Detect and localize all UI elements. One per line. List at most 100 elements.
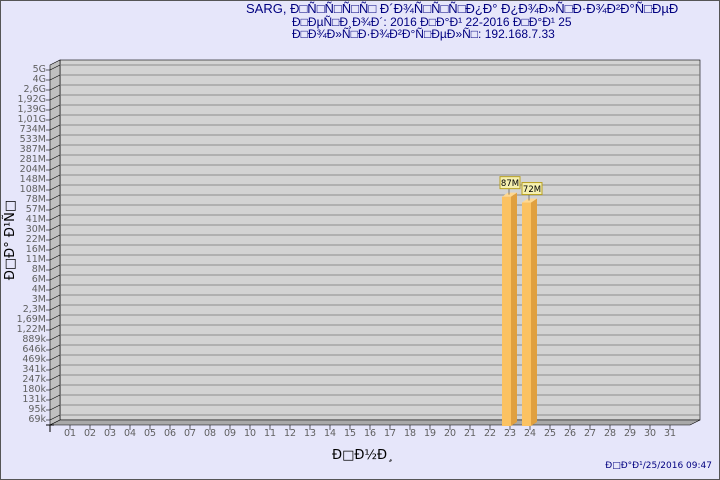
title-line-1: SARG, Ð□Ñ□Ñ□Ñ□Ñ□ Ð´Ð¾Ñ□Ñ□Ñ□Ð¿Ð° Ð¿Ð¾Ð»Ñ□… — [246, 1, 679, 16]
gridline-side — [49, 134, 61, 141]
x-tick-label: 12 — [283, 428, 297, 439]
bar-side-24 — [531, 198, 537, 426]
gridline-side — [49, 374, 61, 381]
y-tick-label: 1,39G — [17, 104, 46, 115]
floor — [49, 419, 701, 426]
y-tick-label: 6M — [31, 274, 46, 285]
gridline-side — [49, 334, 61, 341]
gridline-side — [49, 354, 61, 361]
x-tick-label: 30 — [643, 428, 657, 439]
gridline-side — [49, 184, 61, 191]
bar-label-box — [521, 182, 543, 196]
x-tick-label: 05 — [143, 428, 157, 439]
gridline-side — [49, 154, 61, 161]
y-tick-label: 78M — [25, 194, 46, 205]
y-tick-label: 533M — [19, 134, 46, 145]
gridline-side — [49, 64, 61, 71]
y-tick-label: 131k — [22, 394, 46, 405]
y-tick-label: 341k — [22, 364, 46, 375]
x-tick-label: 23 — [503, 428, 517, 439]
gridline-side — [49, 164, 61, 171]
gridline-side — [49, 214, 61, 221]
gridline-side — [49, 414, 61, 421]
y-tick-label: 22M — [25, 234, 46, 245]
x-tick-label: 04 — [123, 428, 137, 439]
x-tick-label: 27 — [583, 428, 597, 439]
x-tick-label: 28 — [603, 428, 617, 439]
y-tick-label: 387M — [19, 144, 46, 155]
bar-top-24 — [522, 198, 537, 203]
x-tick-label: 03 — [103, 428, 117, 439]
title-line-3: Ð□Ð¾Ð»Ñ□Ð·Ð¾Ð²Ð°Ñ□ÐµÐ»Ñ□: 192.168.7.33 — [292, 27, 555, 41]
y-tick-label: 469k — [22, 354, 46, 365]
gridline-side — [49, 264, 61, 271]
y-tick-label: 734M — [19, 124, 46, 135]
y-tick-label: 3M — [31, 294, 46, 305]
y-tick-label: 16M — [25, 244, 46, 255]
gridline-side — [49, 124, 61, 131]
gridline-side — [49, 84, 61, 91]
x-tick-label: 02 — [83, 428, 97, 439]
y-tick-label: 1,01G — [17, 114, 46, 125]
x-tick-label: 18 — [403, 428, 417, 439]
y-tick-label: 41M — [25, 214, 46, 225]
x-tick-label: 08 — [203, 428, 217, 439]
y-tick-label: 247k — [22, 374, 46, 385]
x-tick-label: 09 — [223, 428, 237, 439]
x-tick-label: 01 — [63, 428, 77, 439]
gridline-side — [49, 244, 61, 251]
y-tick-label: 1,92G — [17, 94, 46, 105]
gridline-side — [49, 254, 61, 261]
x-tick-label: 20 — [443, 428, 457, 439]
gridline-side — [49, 224, 61, 231]
y-tick-label: 148M — [19, 174, 46, 185]
x-tick-label: 31 — [663, 428, 677, 439]
x-tick-label: 16 — [363, 428, 377, 439]
gridline-side — [49, 174, 61, 181]
y-tick-label: 57M — [25, 204, 46, 215]
y-tick-label: 180k — [22, 384, 46, 395]
x-tick-label: 21 — [463, 428, 477, 439]
chart-header: SARG, Ð□Ñ□Ñ□Ñ□Ñ□ Ð´Ð¾Ñ□Ñ□Ñ□Ð¿Ð° Ð¿Ð¾Ð»Ñ□… — [246, 1, 716, 41]
gridline-side — [49, 324, 61, 331]
y-tick-label: 8M — [31, 264, 46, 275]
x-tick-label: 19 — [423, 428, 437, 439]
gridline-side — [49, 204, 61, 211]
x-tick-label: 17 — [383, 428, 397, 439]
x-tick-label: 22 — [483, 428, 497, 439]
gridline-side — [49, 104, 61, 111]
x-tick-label: 06 — [163, 428, 177, 439]
gridline-side — [49, 284, 61, 291]
y-tick-label: 204M — [19, 164, 46, 175]
x-tick-label: 11 — [263, 428, 277, 439]
gridline-side — [49, 394, 61, 401]
gridline-side — [49, 314, 61, 321]
gridline-side — [49, 74, 61, 81]
y-tick-label: 2,3M — [22, 304, 46, 315]
gridline-side — [49, 404, 61, 411]
gridline-side — [49, 344, 61, 351]
gridline-side — [49, 294, 61, 301]
x-tick-label: 29 — [623, 428, 637, 439]
y-tick-label: 5G — [32, 64, 46, 75]
plot-back — [59, 59, 701, 421]
title-line-2: Ð□ÐµÑ□Ð¸Ð¾Ð´: 2016 Ð□Ð°Ð¹ 22-2016 Ð□Ð°Ð¹… — [292, 15, 572, 29]
y-tick-label: 4M — [31, 284, 46, 295]
x-tick-label: 25 — [543, 428, 557, 439]
left-wall — [49, 59, 61, 426]
y-tick-label: 2,6G — [23, 84, 46, 95]
bar-side-23 — [511, 192, 517, 426]
x-tick-label: 15 — [343, 428, 357, 439]
gridline-side — [49, 384, 61, 391]
gridline-side — [49, 304, 61, 311]
gridline-side — [49, 234, 61, 241]
gridline-side — [49, 364, 61, 371]
y-tick-label: 11M — [25, 254, 46, 265]
x-tick-label: 13 — [303, 428, 317, 439]
y-tick-label: 889k — [22, 334, 46, 345]
y-tick-label: 646k — [22, 344, 46, 355]
bar-top-23 — [502, 192, 517, 197]
x-tick-label: 14 — [323, 428, 337, 439]
y-tick-label: 95k — [28, 404, 46, 415]
bar-label-box — [499, 176, 521, 190]
